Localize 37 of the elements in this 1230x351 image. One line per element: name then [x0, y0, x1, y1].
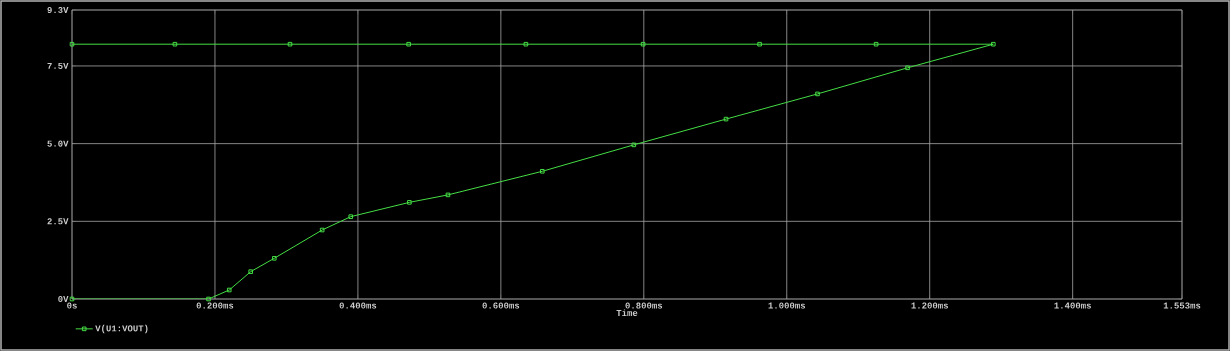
point [540, 168, 545, 174]
point [319, 227, 325, 233]
point [445, 192, 451, 198]
x-tick-label: 1.000ms [768, 302, 806, 309]
point [348, 214, 354, 219]
x-tick-label: 1.553ms [1163, 302, 1201, 309]
x-tick-label: 0s [67, 302, 77, 309]
point [757, 41, 762, 47]
x-tick-label: 0.800ms [625, 302, 663, 309]
point [523, 41, 529, 47]
point [287, 41, 293, 47]
legend-label: V(U1:VOUT) [95, 324, 148, 334]
y-tick-label: 0V [58, 295, 69, 303]
point [407, 200, 412, 205]
point [206, 296, 211, 302]
point [631, 142, 637, 148]
y-tick-label: 2.5V [47, 218, 69, 225]
x-tick-label: 1.200ms [911, 302, 948, 309]
x-tick-label: 0.200ms [196, 302, 234, 309]
point [991, 41, 996, 47]
x-tick-label: 0.400ms [339, 302, 377, 309]
point [406, 41, 411, 47]
x-tick-label: 0.600ms [482, 302, 520, 309]
y-tick-label: 7.5V [47, 62, 69, 69]
x-tick-label: 1.400ms [1054, 302, 1091, 309]
point [271, 255, 277, 261]
y-tick-label: 9.3V [47, 6, 69, 14]
point [815, 91, 820, 97]
x-axis-title: Time [616, 309, 638, 317]
y-tick-label: 5.0V [47, 140, 69, 147]
point [640, 41, 646, 47]
point [723, 116, 729, 122]
point [172, 41, 178, 47]
point [248, 269, 253, 274]
point [873, 41, 879, 47]
point [226, 287, 232, 293]
point [905, 65, 910, 71]
